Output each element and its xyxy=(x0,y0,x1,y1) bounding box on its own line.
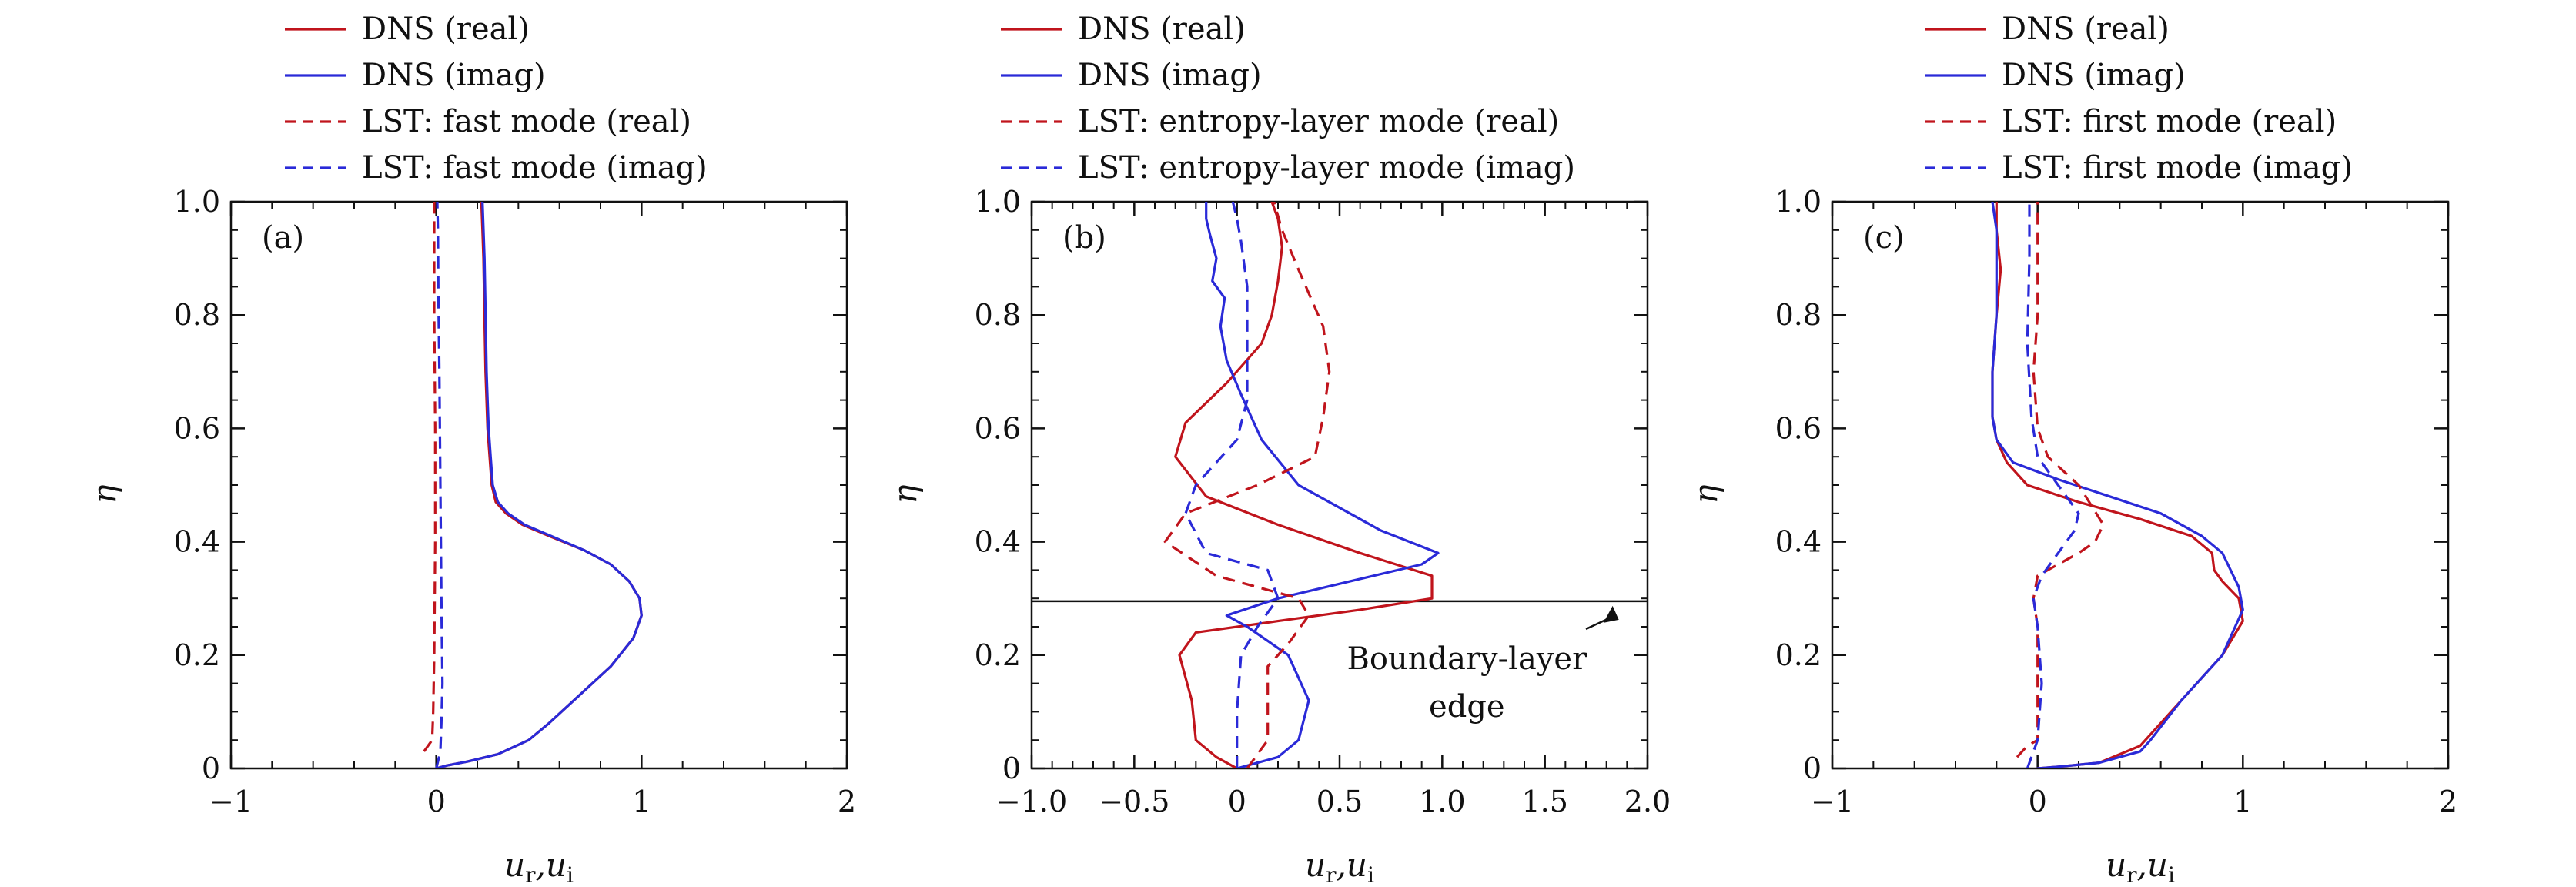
series-group xyxy=(423,202,643,768)
x-tick-label: −1 xyxy=(1811,785,1854,818)
y-tick-label: 0.8 xyxy=(174,298,220,332)
x-tick-label: 1 xyxy=(632,785,651,818)
y-tick-label: 0 xyxy=(1803,751,1822,785)
series-line-2 xyxy=(2016,202,2105,758)
series-line-1 xyxy=(1991,202,2244,768)
y-tick-label: 1.0 xyxy=(975,185,1021,219)
legend-entry: LST: fast mode (real) xyxy=(362,104,691,139)
plot-frame xyxy=(1831,200,2450,770)
series-group xyxy=(1163,202,1440,768)
x-tick-label: −0.5 xyxy=(1099,785,1169,818)
legend-entry: DNS (imag) xyxy=(362,58,546,93)
y-tick-label: 0 xyxy=(202,751,220,785)
x-tick-label: 1 xyxy=(2233,785,2252,818)
panel-label: (a) xyxy=(262,220,304,256)
panel-a: −1 0 1 200.20.40.60.81.0ur,uiη(a)DNS (real)… xyxy=(85,12,856,887)
series-line-2 xyxy=(1163,202,1331,768)
annotation-arrowhead xyxy=(1603,605,1619,623)
y-tick-label: 0.8 xyxy=(1775,298,1822,332)
legend-entry: DNS (real) xyxy=(1078,12,1246,47)
y-tick-label: 0.6 xyxy=(174,411,220,445)
y-tick-label: 0.2 xyxy=(1775,638,1822,672)
legend-entry: LST: fast mode (imag) xyxy=(362,150,708,186)
y-tick-label: 0.6 xyxy=(1775,411,1822,445)
panel-label: (c) xyxy=(1863,220,1905,256)
annotation-text: edge xyxy=(1429,689,1505,725)
legend-entry: DNS (real) xyxy=(2002,12,2170,47)
series-line-1 xyxy=(1205,202,1440,768)
x-tick-label: −1.0 xyxy=(996,785,1067,818)
x-tick-label: 1.5 xyxy=(1521,785,1567,818)
legend-entry: DNS (real) xyxy=(362,12,530,47)
series-line-0 xyxy=(1991,202,2244,768)
annotation-text: Boundary-layer xyxy=(1347,641,1587,677)
plot-frame xyxy=(229,200,848,770)
y-tick-label: 0.4 xyxy=(975,525,1021,559)
y-axis-label: η xyxy=(85,484,123,504)
x-tick-label: 2 xyxy=(838,785,856,818)
series-line-0 xyxy=(1174,202,1434,768)
y-tick-label: 0.4 xyxy=(1775,525,1822,559)
panel-c: −1 0 1 200.20.40.60.81.0ur,uiη(c)DNS (real)… xyxy=(1687,12,2457,887)
legend-entry: LST: first mode (real) xyxy=(2002,104,2337,139)
series-line-1 xyxy=(435,202,643,768)
x-tick-label: 0 xyxy=(1228,785,1246,818)
legend-entry: LST: first mode (imag) xyxy=(2002,150,2353,186)
panel-label: (b) xyxy=(1062,220,1106,256)
legend-entry: LST: entropy-layer mode (imag) xyxy=(1078,150,1575,186)
legend-entry: DNS (imag) xyxy=(2002,58,2186,93)
x-axis-label: ur,ui xyxy=(2106,846,2175,887)
series-line-3 xyxy=(435,202,444,768)
y-tick-label: 0.4 xyxy=(174,525,220,559)
y-axis-label: η xyxy=(1687,484,1725,504)
x-tick-label: 0.5 xyxy=(1316,785,1363,818)
x-tick-label: 0 xyxy=(2029,785,2047,818)
y-tick-label: 0.6 xyxy=(975,411,1021,445)
series-line-3 xyxy=(2026,202,2080,768)
plot-frame xyxy=(1030,200,1649,770)
y-tick-label: 0.2 xyxy=(975,638,1021,672)
y-tick-label: 1.0 xyxy=(1775,185,1822,219)
y-tick-label: 0 xyxy=(1002,751,1021,785)
x-tick-label: −1 xyxy=(209,785,253,818)
x-tick-label: 2.0 xyxy=(1624,785,1671,818)
series-group xyxy=(1991,202,2244,768)
x-tick-label: 0 xyxy=(427,785,446,818)
series-line-2 xyxy=(423,202,437,752)
x-tick-label: 1.0 xyxy=(1419,785,1465,818)
x-tick-label: 2 xyxy=(2439,785,2457,818)
y-tick-label: 0.2 xyxy=(174,638,220,672)
panel-b: −1.0 −0.5 0 0.5 1.0 1.5 2.0 0 0.2 0.4 0.6 0.8 1.0 ur,… xyxy=(886,12,1671,887)
y-axis-label: η xyxy=(886,484,924,504)
legend-entry: LST: entropy-layer mode (real) xyxy=(1078,104,1559,139)
series-line-0 xyxy=(435,202,643,768)
legend-entry: DNS (imag) xyxy=(1078,58,1262,93)
y-tick-label: 0.8 xyxy=(975,298,1021,332)
series-line-3 xyxy=(1184,202,1280,768)
y-tick-label: 1.0 xyxy=(174,185,220,219)
x-axis-label: ur,ui xyxy=(1305,846,1374,887)
x-axis-label: ur,ui xyxy=(504,846,574,887)
